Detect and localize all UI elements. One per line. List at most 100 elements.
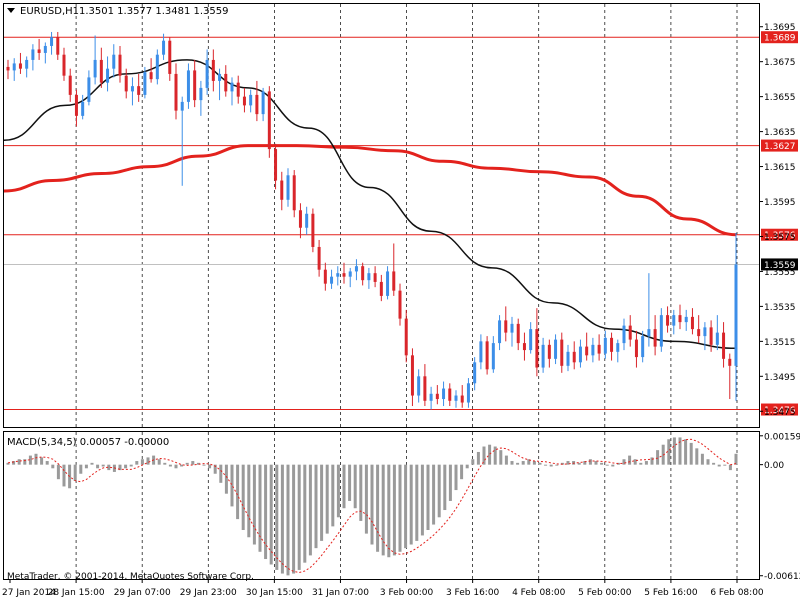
candle-body (429, 393, 433, 401)
candle-body (367, 273, 371, 281)
macd-bar (124, 464, 128, 469)
macd-bar (465, 464, 469, 469)
candle-body (342, 273, 346, 277)
macd-bar (381, 464, 385, 556)
candle-body (112, 54, 116, 69)
candle-body (99, 59, 103, 83)
macd-bar (342, 464, 346, 509)
candle-body (659, 315, 663, 347)
macd-bar (23, 459, 27, 465)
candle-body (236, 82, 240, 97)
candle-body (305, 213, 309, 228)
candle-body (255, 94, 259, 115)
macd-bar (420, 464, 424, 536)
macd-bar (12, 461, 16, 465)
x-tick-label: 30 Jan 15:00 (246, 588, 303, 598)
macd-bar (96, 464, 100, 469)
macd-bar (252, 464, 256, 545)
macd-bar (84, 464, 88, 469)
y-tick-label: 1.3515 (764, 338, 796, 348)
candle-body (12, 63, 16, 71)
candle-body (504, 320, 508, 333)
candle-body (186, 70, 190, 102)
macd-bar (73, 464, 77, 481)
macd-bar (180, 464, 184, 467)
candle-body (211, 59, 215, 81)
macd-bar (292, 464, 296, 574)
candle-body (498, 320, 502, 344)
macd-bar (297, 464, 301, 570)
symbol-menu-icon[interactable] (7, 8, 15, 13)
macd-bar (314, 464, 318, 549)
macd-bar (499, 450, 503, 465)
macd-bar (588, 459, 592, 465)
candle-body (336, 273, 340, 277)
candle-body (130, 86, 134, 92)
macd-bar (712, 462, 716, 465)
macd-bar (62, 464, 66, 487)
candle-body (510, 323, 514, 333)
macd-bar (275, 464, 279, 570)
macd-bar (213, 464, 217, 474)
candle-body (292, 175, 296, 211)
macd-bar (6, 462, 10, 465)
candlesticks (6, 31, 738, 410)
macd-bar (460, 464, 464, 480)
candle-body (454, 395, 458, 401)
candle-body (323, 269, 327, 284)
horizontal-levels[interactable]: 1.3689 1.3627 1.3576 1.3476 1.3559 (4, 31, 798, 416)
macd-bar (493, 446, 497, 465)
macd-bar (415, 464, 419, 541)
macd-bar (695, 448, 699, 465)
main-pane-border (3, 3, 760, 428)
candle-body (62, 54, 66, 76)
macd-bar (689, 442, 693, 465)
macd-bar (45, 461, 49, 465)
candle-body (442, 388, 446, 400)
candle-body (554, 339, 558, 359)
y-tick-label: 1.3635 (764, 128, 796, 138)
macd-bar (185, 462, 189, 465)
y-tick-label: 1.3495 (764, 373, 796, 383)
macd-bar (163, 462, 167, 465)
macd-bar (219, 464, 223, 483)
macd-bar (527, 459, 531, 465)
candle-body (330, 276, 334, 284)
macd-bar (684, 439, 688, 465)
candle-body (143, 72, 147, 95)
x-tick-label: 28 Jan 15:00 (48, 588, 105, 598)
macd-bar (331, 464, 335, 527)
macd-bar (364, 464, 368, 534)
copyright-text: MetaTrader, © 2001-2014, MetaQuotes Soft… (7, 572, 254, 582)
macd-bar (168, 464, 172, 467)
macd-bar (672, 437, 676, 465)
macd-bar (443, 464, 447, 511)
candle-body (81, 101, 85, 116)
macd-bar (247, 464, 251, 538)
macd-bar (600, 462, 604, 465)
y-tick-label: 1.3595 (764, 198, 796, 208)
candle-body (547, 344, 551, 359)
candle-body (634, 339, 638, 358)
x-tick-label: 29 Jan 23:00 (180, 588, 237, 598)
x-tick-label: 3 Feb 16:00 (446, 588, 500, 598)
macd-bar (191, 461, 195, 465)
level-price-tag (761, 403, 798, 416)
candle-body (373, 273, 377, 282)
macd-bar (628, 455, 632, 465)
macd-bar (616, 462, 620, 465)
macd-bar (28, 455, 32, 465)
macd-pane-border (3, 431, 760, 580)
macd-bar (353, 464, 357, 509)
y-tick-label: 1.3535 (764, 303, 796, 313)
macd-bar (146, 457, 150, 465)
candle-body (535, 329, 539, 368)
candle-body (386, 271, 390, 296)
candle-body (516, 323, 520, 344)
macd-bar (532, 461, 536, 465)
level-price-tag (761, 228, 798, 241)
candle-body (647, 329, 651, 337)
macd-bar (667, 439, 671, 465)
